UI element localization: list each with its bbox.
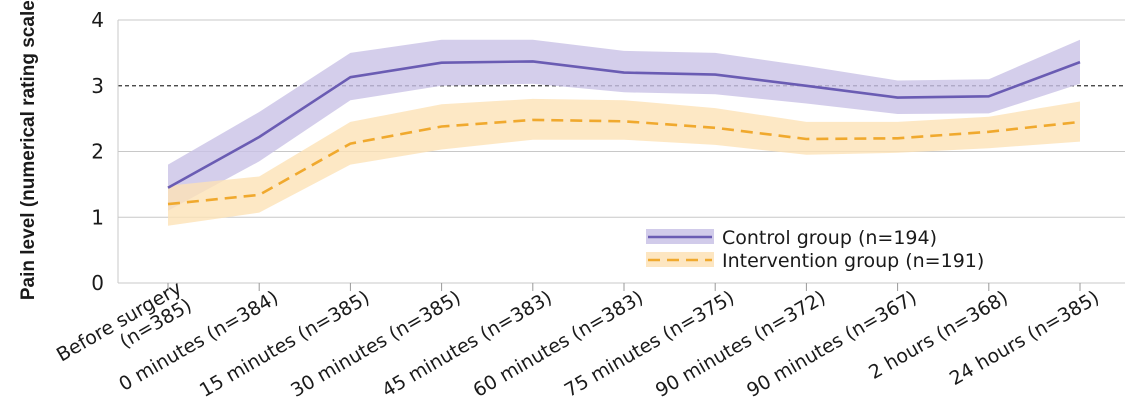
x-tick-group: 45 minutes (n=383) [378,287,555,402]
x-tick-label: 45 minutes (n=383) [378,287,555,402]
x-tick-group: 24 hours (n=385) [946,287,1103,390]
x-tick-label: 60 minutes (n=383) [470,287,647,402]
x-tick-group: 30 minutes (n=385) [287,287,464,402]
y-tick-labels: 0 1 2 3 4 [91,8,104,295]
x-tick-label-line: 90 minutes (n=372) [652,287,829,402]
x-tick-label-line: 30 minutes (n=385) [287,287,464,402]
x-tick-label: 15 minutes (n=385) [196,287,373,402]
x-tick-group: 15 minutes (n=385) [196,287,373,402]
x-tick-group: 90 minutes (n=372) [652,287,829,402]
line-series-2 [167,118,1081,206]
line-series-1 [167,60,1081,189]
legend-entry: Intervention group (n=191) [722,250,984,272]
x-tick-label-line: 75 minutes (n=375) [561,287,738,402]
x-tick-label: 75 minutes (n=375) [561,287,738,402]
series-lines [167,60,1081,206]
x-tick-label-line: 45 minutes (n=383) [378,287,555,402]
legend-swatch-band [646,252,714,267]
x-tick-labels: Before surgery(n=385)0 minutes (n=384)15… [53,277,1103,402]
x-tick-group: 75 minutes (n=375) [561,287,738,402]
x-tick-label-line: 60 minutes (n=383) [470,287,647,402]
x-tick-label: 90 minutes (n=372) [652,287,829,402]
x-tick-label-line: 24 hours (n=385) [946,287,1103,390]
y-tick-label: 0 [91,271,104,295]
confidence-bands [168,39,1080,226]
y-tick-label: 4 [91,8,104,32]
y-axis-label: Pain level (numerical rating scale) [18,0,39,300]
y-tick-label: 2 [91,140,104,164]
x-tick-label-line: 90 minutes (n=367) [743,287,920,402]
legend: Control group (n=194)Intervention group … [646,227,984,272]
y-tick-label: 1 [91,205,104,229]
band-series-2 [168,98,1080,226]
band-series-1 [168,39,1080,211]
x-tick-group: 90 minutes (n=367) [743,287,920,402]
y-tick-label: 3 [91,74,104,98]
x-tick-label: 24 hours (n=385) [946,287,1103,390]
x-tick-group: 60 minutes (n=383) [470,287,647,402]
x-tick-label: 30 minutes (n=385) [287,287,464,402]
x-tick-label: 90 minutes (n=367) [743,287,920,402]
gridlines [117,19,1125,291]
legend-entry: Control group (n=194) [722,227,937,249]
x-tick-label-line: 15 minutes (n=385) [196,287,373,402]
